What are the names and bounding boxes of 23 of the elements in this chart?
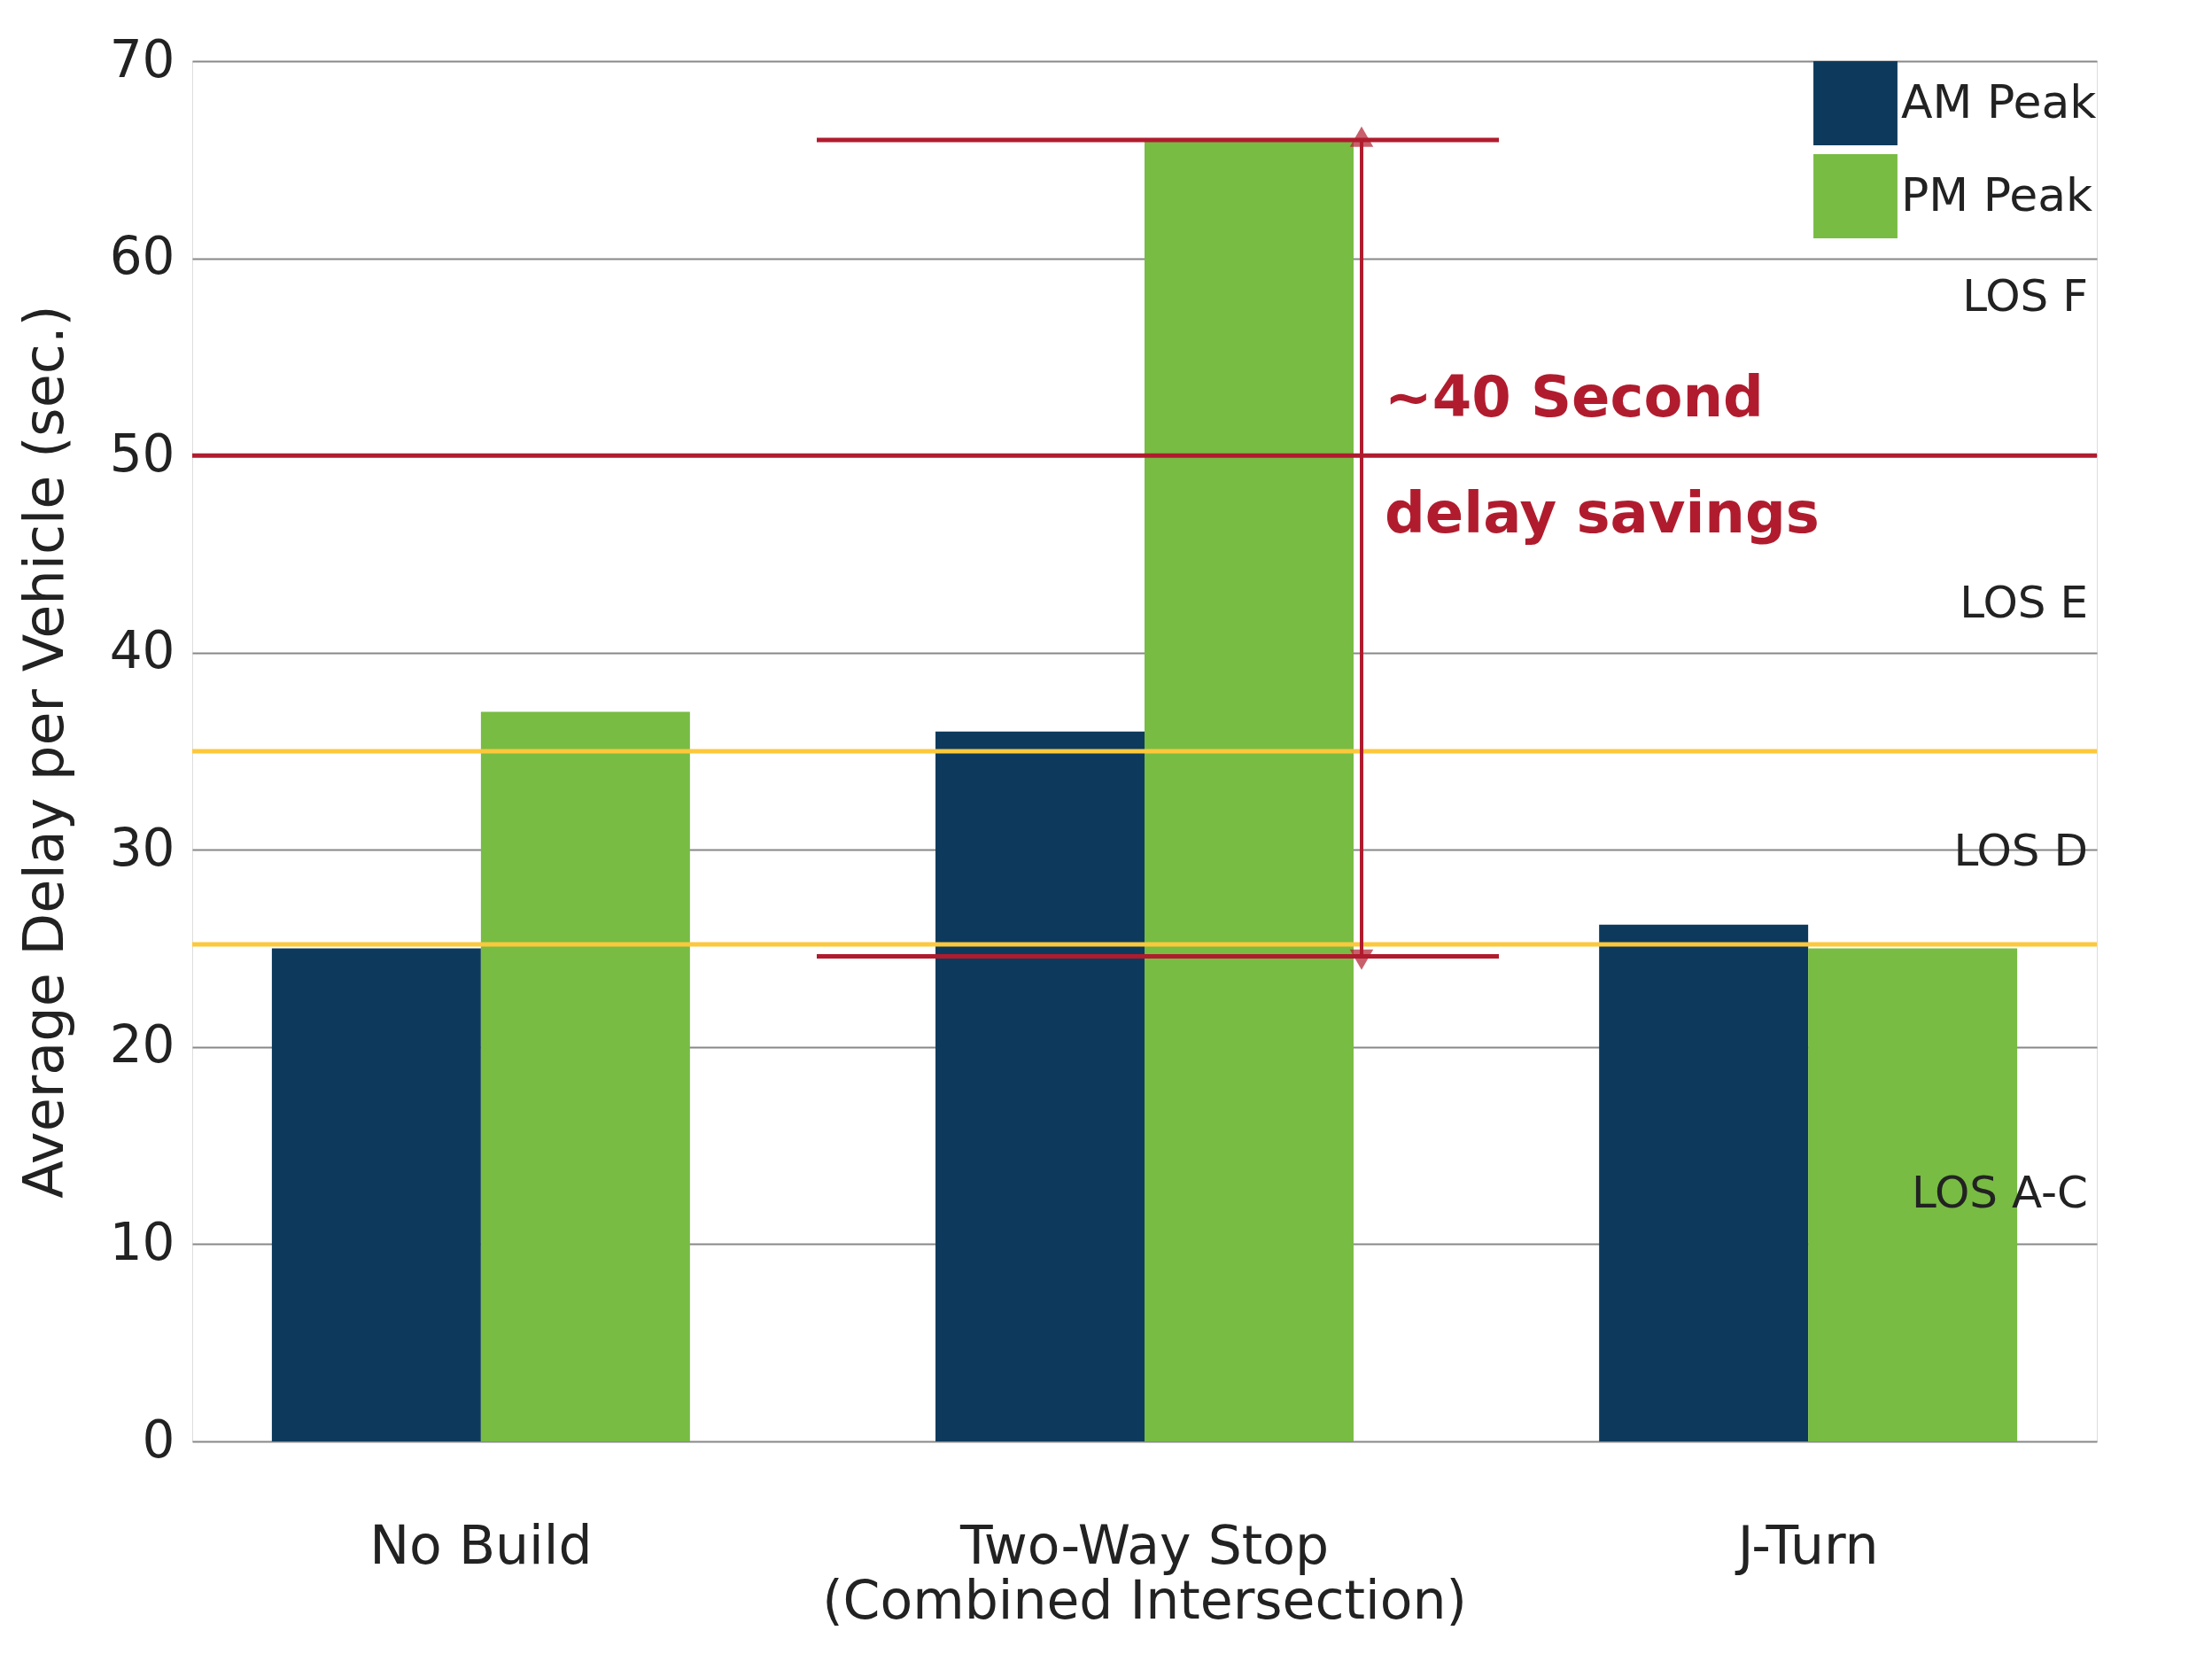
y-tick-label: 70 <box>109 28 175 89</box>
annotation: LOS D <box>1953 825 2088 876</box>
bar <box>935 731 1145 1441</box>
y-tick-label: 50 <box>109 423 175 484</box>
y-tick-label: 20 <box>109 1014 175 1075</box>
bar <box>480 711 690 1441</box>
bar <box>1599 924 1809 1441</box>
y-tick-label: 0 <box>142 1409 175 1470</box>
legend-label: AM Peak <box>1901 74 2097 128</box>
legend-label: PM Peak <box>1901 167 2093 221</box>
annotation: ~40 Second delay savings <box>1385 364 1820 546</box>
x-tick-label: J-Turn <box>1734 1513 1879 1576</box>
y-tick-label: 10 <box>109 1211 175 1272</box>
y-tick-label: 40 <box>109 620 175 681</box>
x-tick-label: Two-Way Stop (Combined Intersection) <box>822 1513 1467 1631</box>
y-tick-label: 30 <box>109 817 175 878</box>
x-tick-label: No Build <box>369 1513 593 1576</box>
bar <box>1145 140 1354 1441</box>
annotation: LOS F <box>1962 270 2088 322</box>
annotation: LOS E <box>1960 577 2088 628</box>
y-tick-label: 60 <box>109 226 175 287</box>
y-axis-title: Average Delay per Vehicle (sec.) <box>11 305 76 1199</box>
bar <box>271 948 481 1441</box>
